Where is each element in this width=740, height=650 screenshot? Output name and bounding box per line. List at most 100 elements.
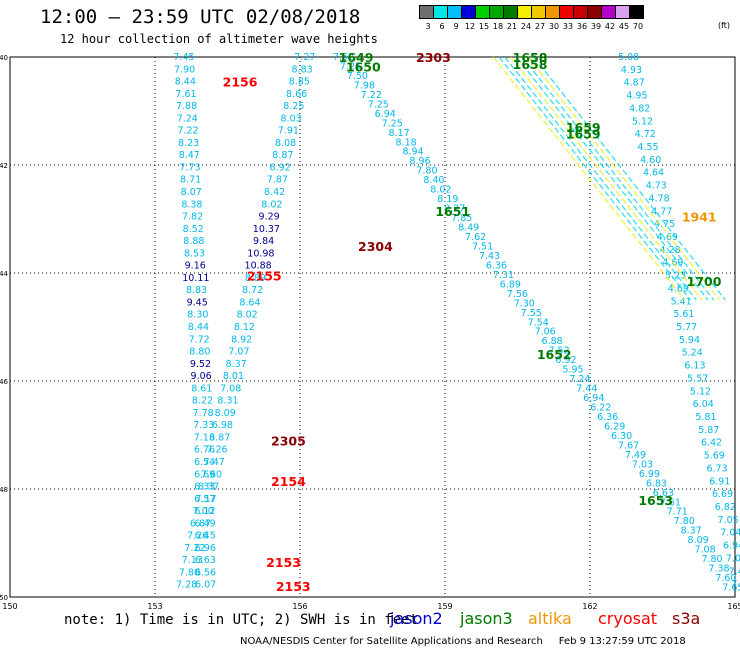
swh-value: 6.36 — [597, 412, 618, 423]
pass-time-label: 1700 — [687, 274, 722, 289]
pass-time-label: 2154 — [271, 474, 306, 489]
swh-value: 5.77 — [676, 322, 697, 333]
swh-value: 8.17 — [389, 128, 410, 139]
swh-value: 7.51 — [472, 241, 493, 252]
swh-value: 6.89 — [500, 279, 521, 290]
swh-value: 5.24 — [682, 348, 703, 359]
swh-value: 7.80 — [416, 166, 437, 177]
swh-value: 7.49 — [625, 450, 646, 461]
lon-tick-label: 156 — [292, 602, 307, 611]
swh-value: 8.87 — [272, 150, 293, 161]
swh-value: 7.60 — [715, 573, 736, 584]
map-title: 12:00 — 23:59 UTC 02/08/2018 — [40, 6, 361, 28]
swh-value: 8.27 — [444, 204, 465, 215]
swh-value: 5.08 — [618, 52, 639, 63]
swh-value: 6.96 — [195, 543, 216, 554]
swh-value: 7.24 — [569, 374, 590, 385]
swh-value: 8.31 — [217, 396, 238, 407]
swh-value: 9.45 — [187, 297, 208, 308]
swh-value: 8.44 — [175, 77, 196, 88]
swh-value: 8.07 — [181, 187, 202, 198]
swh-value: 7.08 — [694, 545, 715, 556]
pass-time-label: 2304 — [358, 239, 393, 254]
swh-value: 6.76 — [194, 445, 215, 456]
swh-value: 7.26 — [206, 445, 227, 456]
colorbar-label: 42 — [604, 22, 616, 31]
colorbar-unit: (ft) — [718, 21, 731, 30]
swh-value: 6.69 — [194, 469, 215, 480]
pass-time-label: 2153 — [266, 555, 301, 570]
swh-colorbar: 3 6 9 12 15 18 21 24 27 30 33 36 39 42 45 70 — [419, 5, 644, 31]
swh-value: 7.28 — [176, 580, 197, 591]
swh-value: 8.42 — [264, 187, 285, 198]
swh-value: 4.78 — [648, 193, 669, 204]
swh-value: 4.69 — [657, 232, 678, 243]
swh-value: 5.23 — [665, 271, 686, 282]
swh-value: 8.88 — [183, 236, 204, 247]
swh-value: 8.12 — [234, 322, 255, 333]
lat-tick-label: 42 — [0, 162, 8, 170]
swh-value: 10.11 — [182, 273, 209, 284]
swh-value: 7.26 — [187, 531, 208, 542]
swh-value: 5.95 — [562, 365, 583, 376]
swh-value: 8.47 — [179, 150, 200, 161]
swh-value: 7.65 — [722, 583, 740, 594]
swh-value: 8.37 — [226, 359, 247, 370]
swh-value: 7.90 — [174, 64, 195, 75]
swh-value: 8.49 — [458, 223, 479, 234]
swh-value: 8.94 — [402, 147, 423, 158]
swh-value: 7.38 — [708, 564, 729, 575]
colorbar-label: 6 — [439, 22, 445, 31]
footer-timestamp: Feb 9 13:27:59 UTC 2018 — [558, 636, 686, 647]
swh-value: 6.07 — [195, 580, 216, 591]
swh-value: 7.05 — [718, 515, 739, 526]
swh-value: 6.83 — [646, 478, 667, 489]
pass-time-label: 1651 — [435, 204, 470, 219]
lat-tick-label: 50 — [0, 594, 8, 602]
swh-value: 8.66 — [286, 89, 307, 100]
lon-tick-label: 153 — [147, 602, 162, 611]
swh-value: 5.12 — [690, 386, 711, 397]
swh-value: 8.02 — [430, 185, 451, 196]
swh-value: 4.69 — [668, 283, 689, 294]
swh-value: 4.73 — [646, 181, 667, 192]
swh-value: 8.64 — [239, 297, 260, 308]
swh-value: 7.22 — [361, 90, 382, 101]
swh-value: 5.41 — [671, 296, 692, 307]
swh-value: 7.72 — [189, 334, 210, 345]
swh-value: 5.69 — [704, 451, 725, 462]
legend-altika: altika — [528, 609, 572, 628]
swh-value: 8.02 — [261, 199, 282, 210]
lat-tick-label: 48 — [0, 486, 8, 494]
swh-value: 6.63 — [195, 555, 216, 566]
swh-value: 4.82 — [629, 103, 650, 114]
pass-time-label: 2155 — [247, 269, 282, 284]
swh-value: 4.72 — [635, 129, 656, 140]
swh-value: 7.30 — [514, 298, 535, 309]
swh-value: 7.31 — [493, 270, 514, 281]
swh-value: 8.01 — [223, 371, 244, 382]
footer-credit: NOAA/NESDIS Center for Satellite Applica… — [240, 636, 543, 647]
swh-value: 7.78 — [193, 408, 214, 419]
swh-value: 7.00 — [193, 506, 214, 517]
swh-value: 6.56 — [195, 567, 216, 578]
swh-value: 7.85 — [451, 213, 472, 224]
swh-value: 6.33 — [194, 482, 215, 493]
colorbar-label: 39 — [590, 22, 602, 31]
dense-swath-track — [516, 56, 709, 301]
swh-value: 8.85 — [289, 77, 310, 88]
swh-value: 6.49 — [195, 518, 216, 529]
swh-value: 7.67 — [618, 440, 639, 451]
swh-value: 7.07 — [228, 347, 249, 358]
swh-value: 7.73 — [179, 162, 200, 173]
swh-value: 7.52 — [333, 52, 354, 63]
swh-value: 7.33 — [193, 420, 214, 431]
swh-value: 7.47 — [204, 457, 225, 468]
swh-value: 4.77 — [651, 206, 672, 217]
colorbar-label: 30 — [548, 22, 560, 31]
colorbar-label: 33 — [562, 22, 574, 31]
swh-value: 6.42 — [701, 438, 722, 449]
swh-value: 7.50 — [347, 71, 368, 82]
swh-value: 8.83 — [186, 285, 207, 296]
swh-value: 4.28 — [660, 245, 681, 256]
